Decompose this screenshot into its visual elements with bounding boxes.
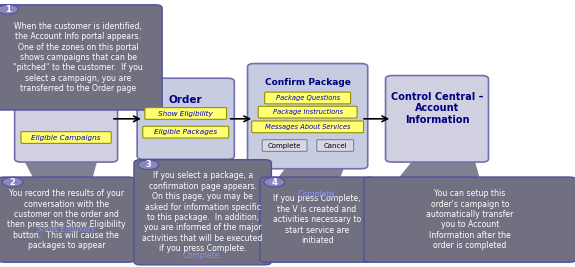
FancyBboxPatch shape [262, 140, 307, 151]
FancyBboxPatch shape [385, 76, 489, 162]
Text: Cancel: Cancel [323, 143, 347, 148]
FancyBboxPatch shape [21, 132, 112, 143]
Text: Show Eligibility: Show Eligibility [37, 225, 95, 234]
Text: Show Eligibility: Show Eligibility [158, 111, 213, 116]
Text: 1: 1 [5, 5, 11, 14]
FancyBboxPatch shape [0, 177, 135, 262]
Text: Package Questions: Package Questions [275, 95, 340, 101]
Text: You can setup this
order's campaign to
automatically transfer
you to Account
Inf: You can setup this order's campaign to a… [427, 189, 513, 250]
Circle shape [0, 5, 18, 14]
FancyBboxPatch shape [137, 78, 235, 159]
FancyBboxPatch shape [145, 108, 227, 119]
FancyBboxPatch shape [0, 5, 162, 110]
Text: You record the results of your
conversation with the
customer on the order and
t: You record the results of your conversat… [7, 189, 126, 250]
Circle shape [138, 160, 159, 170]
FancyBboxPatch shape [258, 106, 357, 118]
Text: When the customer is identified,
the Account Info portal appears.
One of the zon: When the customer is identified, the Acc… [13, 22, 143, 93]
Text: Control Central –
Account
Information: Control Central – Account Information [391, 92, 483, 125]
Text: Complete: Complete [268, 143, 301, 148]
FancyBboxPatch shape [264, 92, 351, 104]
Text: Confirm Package: Confirm Package [264, 78, 351, 87]
Polygon shape [23, 159, 98, 180]
Circle shape [264, 177, 285, 187]
FancyBboxPatch shape [317, 140, 354, 151]
Text: If you press Complete,
the V is created and
activities necessary to
start servic: If you press Complete, the V is created … [273, 194, 361, 245]
Text: 2: 2 [10, 178, 16, 187]
Text: Messages About Services: Messages About Services [265, 124, 350, 130]
Polygon shape [397, 159, 480, 180]
FancyBboxPatch shape [134, 160, 271, 265]
Text: 3: 3 [145, 160, 151, 169]
Polygon shape [150, 156, 216, 163]
Text: Eligible Packages: Eligible Packages [154, 129, 217, 135]
Text: If you select a package, a
confirmation page appears.
On this page, you may be
a: If you select a package, a confirmation … [143, 171, 263, 253]
Circle shape [2, 177, 23, 187]
Text: Control Central –
Account Info: Control Central – Account Info [20, 89, 112, 111]
Text: Complete,: Complete, [297, 190, 337, 199]
FancyBboxPatch shape [364, 177, 575, 262]
Text: Order: Order [169, 95, 202, 105]
Text: Package Instructions: Package Instructions [273, 109, 343, 115]
FancyBboxPatch shape [247, 64, 368, 169]
Text: Complete.: Complete. [183, 251, 223, 260]
Text: Eligible Campaigns: Eligible Campaigns [32, 135, 101, 140]
FancyBboxPatch shape [260, 177, 374, 262]
FancyBboxPatch shape [143, 126, 229, 138]
FancyBboxPatch shape [252, 121, 363, 133]
Text: 4: 4 [271, 178, 277, 187]
FancyBboxPatch shape [15, 76, 117, 162]
Polygon shape [49, 107, 115, 108]
Polygon shape [276, 166, 345, 180]
